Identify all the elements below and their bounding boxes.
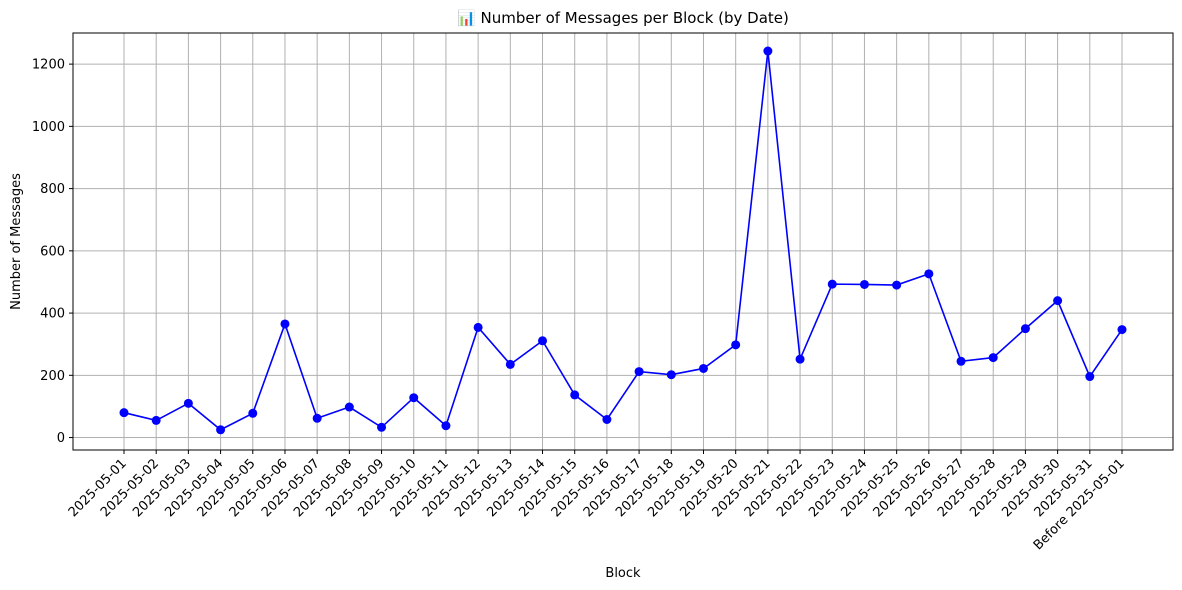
y-tick-label: 200 bbox=[40, 369, 65, 384]
data-point bbox=[795, 354, 805, 364]
data-point bbox=[473, 322, 483, 332]
data-point bbox=[280, 319, 290, 329]
data-point bbox=[119, 408, 129, 418]
data-point bbox=[441, 421, 451, 431]
y-tick-label: 400 bbox=[40, 307, 65, 322]
data-point bbox=[634, 367, 644, 377]
y-tick-label: 1000 bbox=[32, 120, 65, 135]
data-point bbox=[1053, 296, 1063, 306]
chart-title: 📊 Number of Messages per Block (by Date) bbox=[457, 9, 789, 27]
data-point bbox=[344, 402, 354, 412]
data-point bbox=[183, 398, 193, 408]
data-point bbox=[1085, 372, 1095, 382]
series-line bbox=[123, 50, 1123, 431]
data-point bbox=[988, 353, 998, 363]
data-point bbox=[409, 393, 419, 403]
data-point bbox=[859, 279, 869, 289]
y-tick-label: 1200 bbox=[32, 58, 65, 73]
grid-lines bbox=[73, 33, 1173, 450]
y-axis-ticks: 0 200 400 600 800 1000 1200 bbox=[32, 58, 73, 446]
data-points bbox=[119, 46, 1127, 435]
data-point bbox=[570, 390, 580, 400]
data-point bbox=[377, 422, 387, 432]
x-axis-ticks: 2025-05-012025-05-022025-05-032025-05-04… bbox=[66, 450, 1128, 553]
data-point bbox=[892, 280, 902, 290]
data-point bbox=[151, 415, 161, 425]
data-point bbox=[216, 425, 226, 435]
data-point bbox=[312, 413, 322, 423]
data-point bbox=[1020, 324, 1030, 334]
y-tick-label: 800 bbox=[40, 182, 65, 197]
data-point bbox=[956, 356, 966, 366]
y-tick-label: 0 bbox=[57, 431, 65, 446]
data-point bbox=[698, 363, 708, 373]
data-point bbox=[924, 269, 934, 279]
y-axis-label: Number of Messages bbox=[9, 173, 24, 310]
data-point bbox=[731, 340, 741, 350]
y-tick-label: 600 bbox=[40, 244, 65, 259]
data-point bbox=[248, 408, 258, 418]
data-point bbox=[538, 336, 548, 346]
data-point bbox=[666, 370, 676, 380]
plot-frame bbox=[72, 32, 1174, 451]
data-point bbox=[763, 46, 773, 56]
x-axis-label: Block bbox=[605, 566, 641, 581]
data-point bbox=[1117, 325, 1127, 335]
data-point bbox=[505, 359, 515, 369]
data-point bbox=[827, 279, 837, 289]
data-point bbox=[602, 415, 612, 425]
